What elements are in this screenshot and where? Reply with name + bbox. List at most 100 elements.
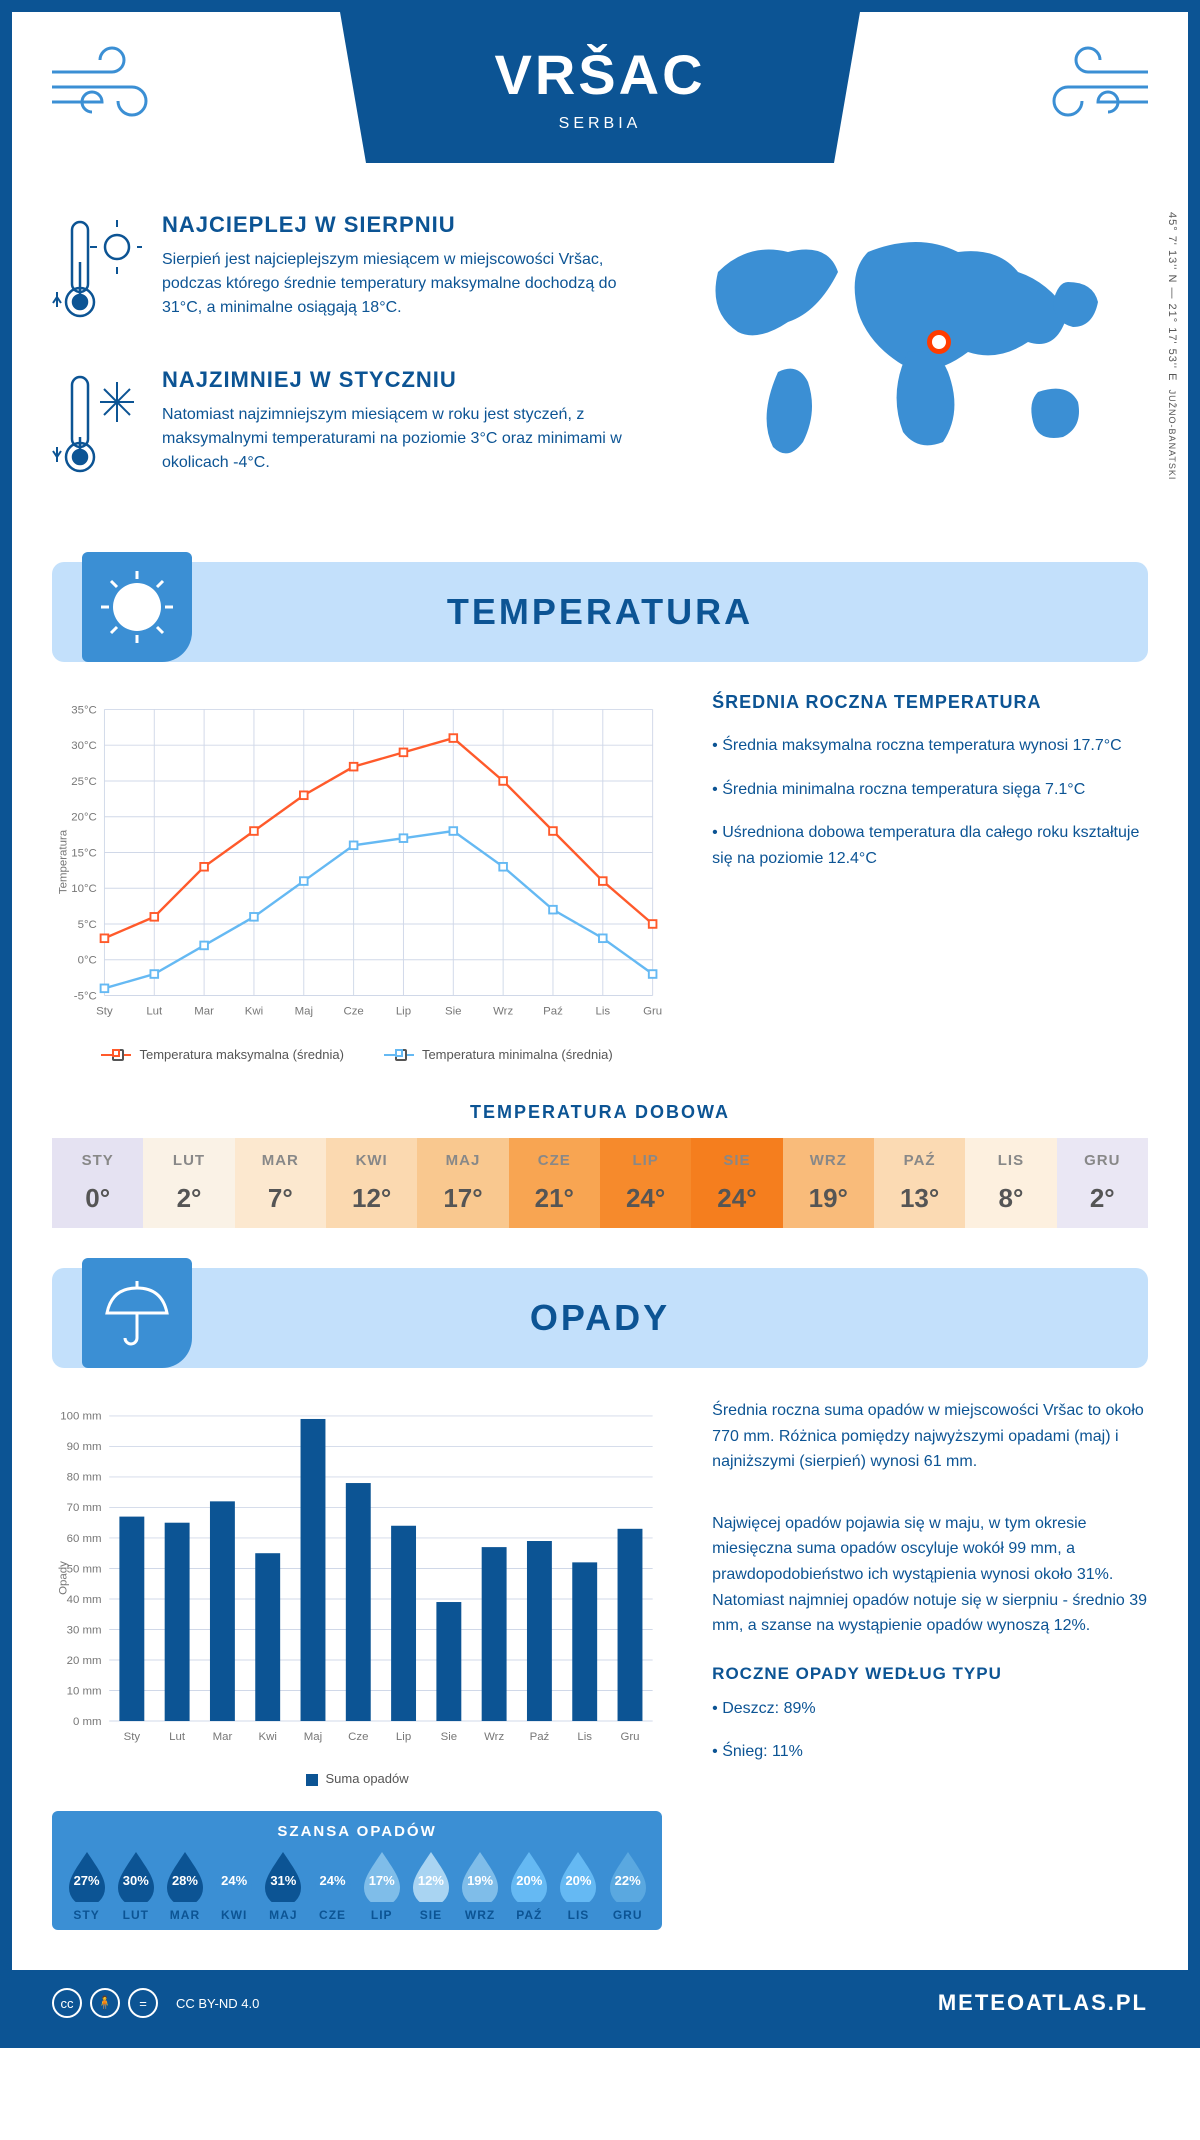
license-icons: cc 🧍 = CC BY-ND 4.0 (52, 1988, 259, 2018)
svg-text:Maj: Maj (304, 1731, 322, 1743)
temperature-header: TEMPERATURA (52, 562, 1148, 662)
coordinates: 45° 7' 13'' N — 21° 17' 53'' E JUŽNO-BAN… (1166, 212, 1178, 480)
section-title: TEMPERATURA (447, 591, 753, 633)
svg-text:Maj: Maj (295, 1006, 313, 1018)
map-svg (668, 212, 1148, 472)
svg-text:Sty: Sty (96, 1006, 113, 1018)
wind-icon (1028, 42, 1158, 137)
daily-cell: LUT2° (143, 1138, 234, 1228)
chance-drop: 24%CZE (308, 1850, 357, 1922)
daily-cell: MAJ17° (417, 1138, 508, 1228)
svg-text:Cze: Cze (348, 1731, 368, 1743)
svg-text:10°C: 10°C (71, 883, 97, 895)
svg-text:Opady: Opady (57, 1561, 69, 1595)
svg-text:70 mm: 70 mm (67, 1502, 102, 1514)
precipitation-chance-box: SZANSA OPADÓW 27%STY30%LUT28%MAR24%KWI31… (52, 1811, 662, 1930)
hottest-text: Sierpień jest najcieplejszym miesiącem w… (162, 248, 628, 320)
svg-text:20°C: 20°C (71, 812, 97, 824)
precipitation-header: OPADY (52, 1268, 1148, 1368)
chance-drop: 24%KWI (210, 1850, 259, 1922)
wind-icon (42, 42, 172, 137)
daily-cell: MAR7° (235, 1138, 326, 1228)
hottest-block: NAJCIEPLEJ W SIERPNIU Sierpień jest najc… (52, 212, 628, 337)
temperature-line-chart: -5°C 0°C 5°C 10°C 15°C 20°C 25°C 30°C 35°C Sty Lut… (52, 692, 662, 1062)
section-title: OPADY (530, 1297, 670, 1339)
by-icon: 🧍 (90, 1988, 120, 2018)
umbrella-icon (82, 1258, 192, 1368)
chart-legend: Temperatura maksymalna (średnia) Tempera… (52, 1047, 662, 1062)
svg-text:Gru: Gru (620, 1731, 639, 1743)
brand-name: METEOATLAS.PL (938, 1990, 1148, 2016)
svg-text:Paź: Paź (530, 1731, 550, 1743)
svg-text:0°C: 0°C (78, 955, 97, 967)
svg-text:Lis: Lis (577, 1731, 592, 1743)
svg-text:Lip: Lip (396, 1731, 411, 1743)
svg-text:Kwi: Kwi (245, 1006, 263, 1018)
chance-drop: 31%MAJ (259, 1850, 308, 1922)
svg-text:Sty: Sty (124, 1731, 141, 1743)
svg-text:100 mm: 100 mm (60, 1411, 101, 1423)
daily-cell: STY0° (52, 1138, 143, 1228)
daily-temp-title: TEMPERATURA DOBOWA (52, 1102, 1148, 1123)
daily-cell: PAŹ13° (874, 1138, 965, 1228)
daily-cell: LIP24° (600, 1138, 691, 1228)
svg-text:35°C: 35°C (71, 704, 97, 716)
svg-text:30°C: 30°C (71, 740, 97, 752)
svg-text:5°C: 5°C (78, 919, 97, 931)
svg-text:30 mm: 30 mm (67, 1624, 102, 1636)
nd-icon: = (128, 1988, 158, 2018)
svg-text:25°C: 25°C (71, 776, 97, 788)
precipitation-bar-chart: 0 mm10 mm20 mm30 mm40 mm50 mm60 mm70 mm8… (52, 1398, 662, 1930)
chance-drop: 20%LIS (554, 1850, 603, 1922)
svg-text:10 mm: 10 mm (67, 1685, 102, 1697)
thermometer-cold-icon (52, 367, 142, 492)
daily-cell: WRZ19° (783, 1138, 874, 1228)
svg-text:15°C: 15°C (71, 847, 97, 859)
svg-text:Lut: Lut (146, 1006, 163, 1018)
hottest-title: NAJCIEPLEJ W SIERPNIU (162, 212, 628, 238)
chance-drop: 30%LUT (111, 1850, 160, 1922)
chance-drop: 17%LIP (357, 1850, 406, 1922)
header: VRŠAC SERBIA (12, 12, 1188, 192)
svg-text:90 mm: 90 mm (67, 1441, 102, 1453)
city-name: VRŠAC (340, 42, 860, 107)
coldest-block: NAJZIMNIEJ W STYCZNIU Natomiast najzimni… (52, 367, 628, 492)
thermometer-hot-icon (52, 212, 142, 337)
svg-text:Paź: Paź (543, 1006, 563, 1018)
svg-text:20 mm: 20 mm (67, 1655, 102, 1667)
svg-text:Wrz: Wrz (493, 1006, 513, 1018)
daily-temp-table: STY0°LUT2°MAR7°KWI12°MAJ17°CZE21°LIP24°S… (52, 1138, 1148, 1228)
temperature-summary: ŚREDNIA ROCZNA TEMPERATURA • Średnia mak… (712, 692, 1148, 1062)
chance-drop: 20%PAŹ (505, 1850, 554, 1922)
svg-text:Kwi: Kwi (258, 1731, 276, 1743)
svg-text:Temperatura: Temperatura (57, 829, 69, 894)
precipitation-summary: Średnia roczna suma opadów w miejscowośc… (712, 1398, 1148, 1930)
country-name: SERBIA (340, 115, 860, 133)
daily-cell: CZE21° (509, 1138, 600, 1228)
svg-text:Lis: Lis (595, 1006, 610, 1018)
svg-text:Lut: Lut (169, 1731, 186, 1743)
daily-cell: GRU2° (1057, 1138, 1148, 1228)
svg-text:0 mm: 0 mm (73, 1716, 102, 1728)
daily-cell: SIE24° (691, 1138, 782, 1228)
chance-drop: 12%SIE (406, 1850, 455, 1922)
cc-icon: cc (52, 1988, 82, 2018)
coldest-title: NAJZIMNIEJ W STYCZNIU (162, 367, 628, 393)
title-banner: VRŠAC SERBIA (340, 12, 860, 163)
world-map: 45° 7' 13'' N — 21° 17' 53'' E JUŽNO-BAN… (668, 212, 1148, 522)
location-marker (927, 330, 951, 354)
daily-cell: KWI12° (326, 1138, 417, 1228)
svg-text:Mar: Mar (194, 1006, 214, 1018)
svg-text:Sie: Sie (441, 1731, 458, 1743)
chance-drop: 28%MAR (160, 1850, 209, 1922)
daily-cell: LIS8° (965, 1138, 1056, 1228)
svg-text:60 mm: 60 mm (67, 1533, 102, 1545)
chance-drop: 19%WRZ (456, 1850, 505, 1922)
svg-text:-5°C: -5°C (74, 990, 97, 1002)
svg-text:50 mm: 50 mm (67, 1563, 102, 1575)
svg-text:Cze: Cze (343, 1006, 363, 1018)
svg-text:Mar: Mar (213, 1731, 233, 1743)
chance-drop: 27%STY (62, 1850, 111, 1922)
svg-text:Sie: Sie (445, 1006, 462, 1018)
svg-text:Gru: Gru (643, 1006, 662, 1018)
